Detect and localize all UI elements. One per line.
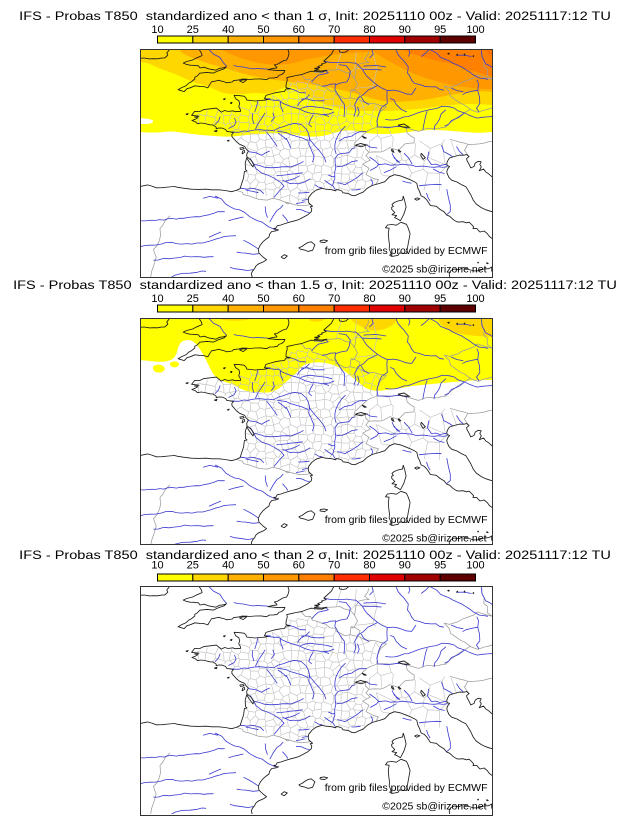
svg-text:80: 80: [363, 293, 375, 305]
svg-text:90: 90: [399, 560, 411, 572]
svg-text:10: 10: [151, 293, 163, 305]
svg-text:25: 25: [187, 293, 199, 305]
svg-text:10: 10: [151, 560, 163, 572]
svg-text:70: 70: [328, 24, 340, 36]
svg-text:60: 60: [293, 560, 305, 572]
svg-text:50: 50: [257, 293, 269, 305]
svg-text:100: 100: [466, 293, 484, 305]
svg-text:70: 70: [328, 293, 340, 305]
svg-text:40: 40: [222, 293, 234, 305]
svg-text:100: 100: [466, 560, 484, 572]
svg-text:80: 80: [363, 560, 375, 572]
svg-text:©2025 sb@irizone.net: ©2025 sb@irizone.net: [382, 801, 486, 813]
svg-text:from grib files provided by EC: from grib files provided by ECMWF: [325, 514, 488, 526]
svg-text:25: 25: [187, 24, 199, 36]
svg-text:60: 60: [293, 293, 305, 305]
svg-text:from grib files provided by EC: from grib files provided by ECMWF: [325, 782, 488, 794]
svg-text:70: 70: [328, 560, 340, 572]
svg-text:100: 100: [466, 24, 484, 36]
svg-text:90: 90: [399, 293, 411, 305]
svg-text:40: 40: [222, 24, 234, 36]
svg-text:80: 80: [363, 24, 375, 36]
svg-text:©2025 sb@irizone.net: ©2025 sb@irizone.net: [382, 532, 486, 544]
svg-text:25: 25: [187, 560, 199, 572]
svg-text:90: 90: [399, 24, 411, 36]
svg-text:95: 95: [434, 560, 446, 572]
svg-text:©2025 sb@irizone.net: ©2025 sb@irizone.net: [382, 263, 486, 275]
svg-text:95: 95: [434, 24, 446, 36]
svg-text:95: 95: [434, 293, 446, 305]
svg-text:50: 50: [257, 560, 269, 572]
svg-text:40: 40: [222, 560, 234, 572]
svg-text:50: 50: [257, 24, 269, 36]
svg-text:10: 10: [151, 24, 163, 36]
svg-text:from grib files provided by EC: from grib files provided by ECMWF: [325, 245, 488, 257]
svg-text:60: 60: [293, 24, 305, 36]
